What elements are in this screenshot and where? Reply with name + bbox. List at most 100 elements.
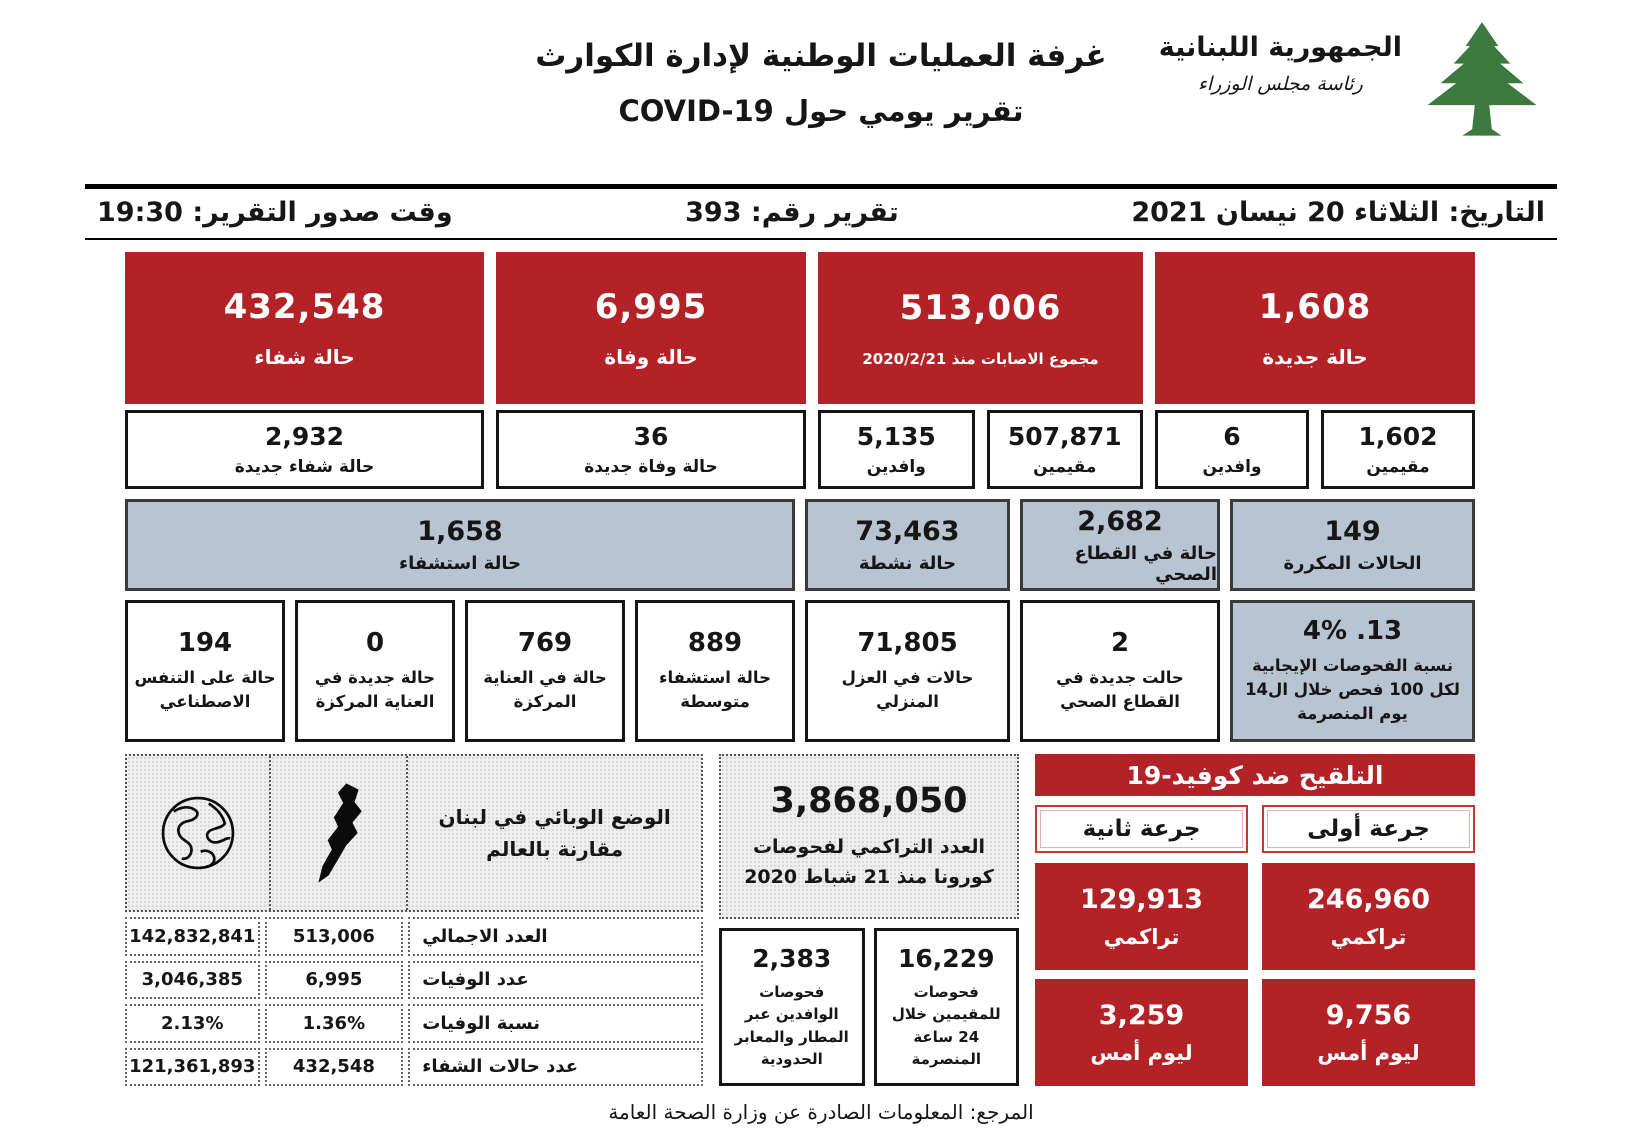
second-dose-column: 129,913 تراكمي 3,259 ليوم أمس xyxy=(1035,863,1248,1086)
report-number: تقرير رقم: 393 xyxy=(685,197,899,228)
deaths-box: 6,995 حالة وفاة xyxy=(496,252,806,404)
stat-value: 3,868,050 xyxy=(770,781,968,822)
vaccination-panel: التلقيح ضد كوفيد-19 جرعة أولى جرعة ثانية… xyxy=(1035,754,1475,1086)
stat-value: 129,913 xyxy=(1080,884,1203,915)
report-titles: غرفة العمليات الوطنية لإدارة الكوارث تقر… xyxy=(0,18,1642,128)
stat-label: حالة وفاة xyxy=(604,345,698,369)
row-label: العدد الاجمالي xyxy=(408,917,703,956)
stat-label: حالت جديدة في القطاع الصحي xyxy=(1056,668,1184,711)
stat-label: حالة على التنفس الاصطناعي xyxy=(134,668,276,711)
stat-box-new-icu-cases: 0 حالة جديدة في العناية المركزة xyxy=(295,600,455,742)
stat-label: حالة في العناية المركزة xyxy=(483,668,607,711)
globe-icon xyxy=(127,756,271,910)
deaths-breakdown: 36 حالة وفاة جديدة xyxy=(496,410,806,489)
stat-card-recovered: 432,548 حالة شفاء 2,932 حالة شفاء جديدة xyxy=(125,252,484,489)
stat-label: ليوم أمس xyxy=(1317,1041,1420,1065)
stat-value: 2,932 xyxy=(264,422,345,451)
comparison-row-recovered: عدد حالات الشفاء 432,548 121,361,893 xyxy=(125,1047,703,1086)
stat-value: 0 xyxy=(365,628,385,659)
stat-label: حالة جديدة في العناية المركزة xyxy=(314,668,436,711)
recovered-breakdown: 2,932 حالة شفاء جديدة xyxy=(125,410,484,489)
stat-card-new-cases: 1,608 حالة جديدة 1,602 مقيمين 6 وافدين xyxy=(1155,252,1475,489)
government-logo: الجمهورية اللبنانية رئاسة مجلس الوزراء xyxy=(1153,20,1562,140)
sub-stat-residents: 1,602 مقيمين xyxy=(1321,410,1475,489)
report-date: التاريخ: الثلاثاء 20 نيسان 2021 xyxy=(1131,197,1545,228)
stat-value: 6,995 xyxy=(594,287,708,327)
stat-label: فحوصات للمقيمين خلال 24 ساعة المنصرمة xyxy=(891,982,1001,1069)
lebanon-value: 6,995 xyxy=(264,960,404,999)
report-issue-time: وقت صدور التقرير: 19:30 xyxy=(97,197,453,228)
second-dose-header: جرعة ثانية xyxy=(1035,805,1248,853)
new-cases-box: 1,608 حالة جديدة xyxy=(1155,252,1475,404)
stat-value: 9,756 xyxy=(1325,1000,1412,1031)
sub-stat-arrivals: 5,135 وافدين xyxy=(818,410,975,489)
stat-label: ليوم أمس xyxy=(1090,1041,1193,1065)
secondary-stats-row: 149 الحالات المكررة 2,682 حالة في القطاع… xyxy=(125,499,1475,591)
stat-value: 1,658 xyxy=(417,516,503,547)
stat-label: مجموع الاصابات منذ 2020/2/21 xyxy=(862,350,1099,368)
stat-label: حالة شفاء جديدة xyxy=(234,457,375,477)
world-value: 2.13% xyxy=(125,1004,260,1043)
comparison-row-deaths: عدد الوفيات 6,995 3,046,385 xyxy=(125,960,703,999)
stat-card-total-cases: 513,006 مجموع الاصابات منذ 2020/2/21 507… xyxy=(818,252,1143,489)
headline-cards-row: 1,608 حالة جديدة 1,602 مقيمين 6 وافدين xyxy=(125,252,1475,489)
logo-text: الجمهورية اللبنانية رئاسة مجلس الوزراء xyxy=(1159,20,1402,95)
stat-label: حالة استشفاء متوسطة xyxy=(659,668,771,711)
tests-breakdown-row: 16,229 فحوصات للمقيمين خلال 24 ساعة المن… xyxy=(719,928,1019,1086)
stat-card-deaths: 6,995 حالة وفاة 36 حالة وفاة جديدة xyxy=(496,252,806,489)
sub-stat-new-deaths: 36 حالة وفاة جديدة xyxy=(496,410,806,489)
stat-value: 2,682 xyxy=(1077,505,1163,537)
world-value: 121,361,893 xyxy=(125,1047,260,1086)
sub-stat-residents: 507,871 مقيمين xyxy=(986,410,1143,489)
first-dose-header: جرعة أولى xyxy=(1262,805,1475,853)
stat-value: 769 xyxy=(517,628,573,659)
stat-value: 513,006 xyxy=(899,288,1062,328)
second-dose-cumulative: 129,913 تراكمي xyxy=(1035,863,1248,970)
report-body: 1,608 حالة جديدة 1,602 مقيمين 6 وافدين xyxy=(125,252,1475,1086)
stat-value: 2,383 xyxy=(752,943,832,973)
stat-value: 3,259 xyxy=(1098,1000,1185,1031)
first-dose-column: 246,960 تراكمي 9,756 ليوم أمس xyxy=(1262,863,1475,1086)
world-value: 3,046,385 xyxy=(125,960,260,999)
logo-title: الجمهورية اللبنانية xyxy=(1158,32,1402,63)
world-comparison-table: الوضع الوبائي في لبنان مقارنة بالعالم xyxy=(125,754,703,1086)
comparison-title: الوضع الوبائي في لبنان مقارنة بالعالم xyxy=(438,805,671,861)
stat-label: حالة استشفاء xyxy=(398,553,522,574)
stat-box-icu-cases: 769 حالة في العناية المركزة xyxy=(465,600,625,742)
tests-panel: 3,868,050 العدد التراكمي لفحوصات كورونا … xyxy=(719,754,1019,1086)
new-cases-breakdown: 1,602 مقيمين 6 وافدين xyxy=(1155,410,1475,489)
stat-label: وافدين xyxy=(1202,457,1262,477)
stat-label: مقيمين xyxy=(1366,457,1430,477)
stat-box-repeated-cases: 149 الحالات المكررة xyxy=(1230,499,1475,591)
stat-label: مقيمين xyxy=(1033,457,1097,477)
source-note: المرجع: المعلومات الصادرة عن وزارة الصحة… xyxy=(608,1100,1034,1124)
stat-value: 2 xyxy=(1110,628,1130,659)
stat-box-active-cases: 73,463 حالة نشطة xyxy=(805,499,1010,591)
stat-box-new-health-sector: 2 حالت جديدة في القطاع الصحي xyxy=(1020,600,1220,742)
world-value: 142,832,841 xyxy=(125,917,260,956)
total-cases-box: 513,006 مجموع الاصابات منذ 2020/2/21 xyxy=(818,252,1143,404)
lebanon-value: 432,548 xyxy=(264,1047,404,1086)
stat-value: 13. 4% xyxy=(1302,616,1403,647)
vaccination-title: التلقيح ضد كوفيد-19 xyxy=(1035,754,1475,796)
stat-value: 507,871 xyxy=(1007,422,1122,451)
stat-value: 246,960 xyxy=(1307,884,1430,915)
logo-subtitle: رئاسة مجلس الوزراء xyxy=(1197,73,1363,95)
stat-label: تراكمي xyxy=(1103,925,1180,949)
stat-label: العدد التراكمي لفحوصات كورونا منذ 21 شبا… xyxy=(744,836,994,888)
lebanon-map-icon xyxy=(271,756,409,910)
meta-bar: التاريخ: الثلاثاء 20 نيسان 2021 تقرير رق… xyxy=(85,184,1557,240)
arrivals-tests-box: 2,383 فحوصات الوافدين عبر المطار والمعاب… xyxy=(719,928,865,1086)
second-dose-yesterday: 3,259 ليوم أمس xyxy=(1035,979,1248,1086)
page-title: غرفة العمليات الوطنية لإدارة الكوارث xyxy=(535,38,1107,74)
stat-value: 1,608 xyxy=(1258,287,1372,327)
stat-value: 1,602 xyxy=(1358,422,1438,451)
stat-label: حالة وفاة جديدة xyxy=(584,457,718,477)
stat-box-medium-hospitalization: 889 حالة استشفاء متوسطة xyxy=(635,600,795,742)
sub-stat-new-recovered: 2,932 حالة شفاء جديدة xyxy=(125,410,484,489)
stat-label: حالة شفاء xyxy=(254,345,355,369)
stat-value: 36 xyxy=(633,422,669,451)
stat-box-health-sector-cases: 2,682 حالة في القطاع الصحي xyxy=(1020,499,1220,591)
lebanon-value: 1.36% xyxy=(264,1004,404,1043)
